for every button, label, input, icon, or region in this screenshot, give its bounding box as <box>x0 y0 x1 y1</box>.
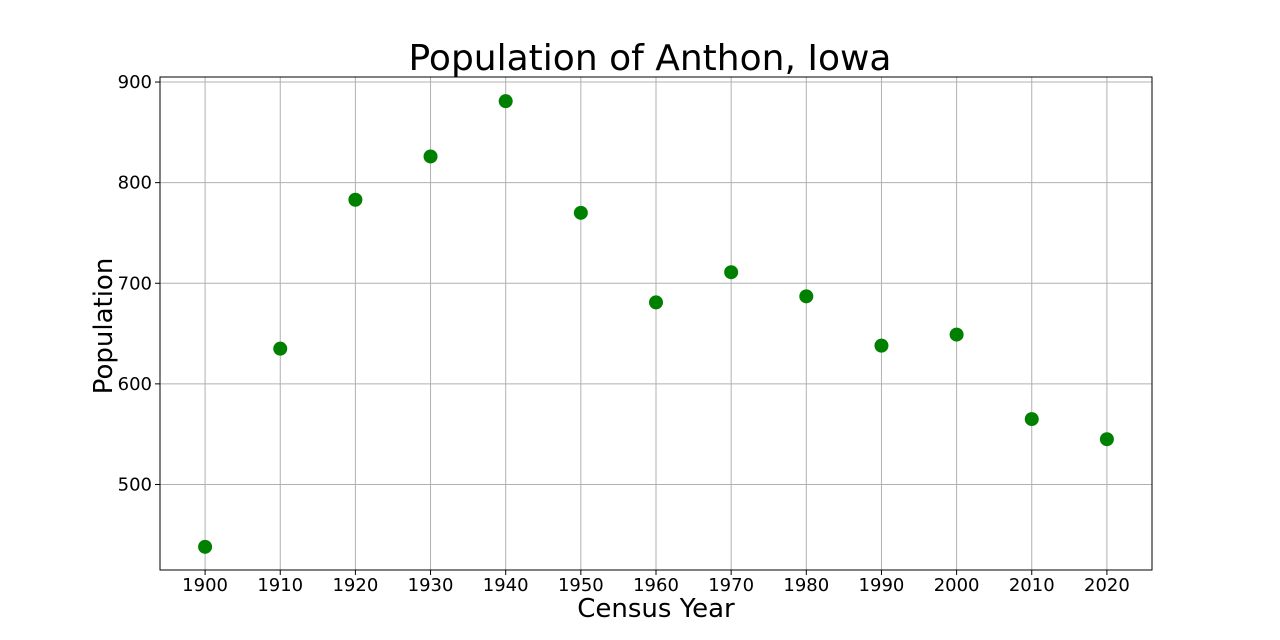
data-point-1980 <box>799 289 814 304</box>
x-tick-label: 1990 <box>859 575 905 596</box>
y-tick-label: 500 <box>118 474 152 495</box>
x-tick-label: 1950 <box>558 575 604 596</box>
x-tick-label: 1900 <box>182 575 228 596</box>
y-axis-label: Population <box>89 258 119 395</box>
x-tick-label: 1930 <box>408 575 454 596</box>
data-point-1990 <box>874 338 889 353</box>
x-tick-label: 1980 <box>783 575 829 596</box>
x-gridlines <box>204 77 1108 570</box>
x-tick-label: 1970 <box>708 575 754 596</box>
x-tick-label: 2020 <box>1084 575 1130 596</box>
x-tick-label: 1940 <box>483 575 529 596</box>
chart-title: Population of Anthon, Iowa <box>409 38 892 79</box>
y-axis: 500 600 700 800 900 <box>118 72 160 495</box>
data-point-2000 <box>949 327 964 342</box>
data-points <box>198 94 1114 554</box>
x-tick-label: 1960 <box>633 575 679 596</box>
y-tick-label: 700 <box>118 273 152 294</box>
y-gridlines <box>160 81 1152 485</box>
x-tick-label: 1920 <box>332 575 378 596</box>
y-tick-label: 900 <box>118 72 152 93</box>
data-point-1920 <box>348 192 363 207</box>
data-point-1950 <box>573 205 588 220</box>
y-tick-label: 600 <box>118 374 152 395</box>
data-point-1970 <box>724 265 739 280</box>
x-axis-label: Census Year <box>577 594 735 624</box>
data-point-1910 <box>273 341 288 356</box>
y-tick-label: 800 <box>118 173 152 194</box>
data-point-1960 <box>649 295 663 310</box>
data-point-2020 <box>1099 432 1114 447</box>
x-tick-label: 2010 <box>1009 575 1055 596</box>
x-tick-label: 2000 <box>934 575 980 596</box>
data-point-1930 <box>423 149 438 164</box>
x-axis: 1900 1910 1920 1930 1940 1950 1960 1970 1980 1990… <box>182 570 1130 596</box>
x-tick-label: 1910 <box>257 575 303 596</box>
data-point-1900 <box>198 539 213 554</box>
data-point-1940 <box>498 94 513 109</box>
data-point-2010 <box>1024 412 1039 427</box>
